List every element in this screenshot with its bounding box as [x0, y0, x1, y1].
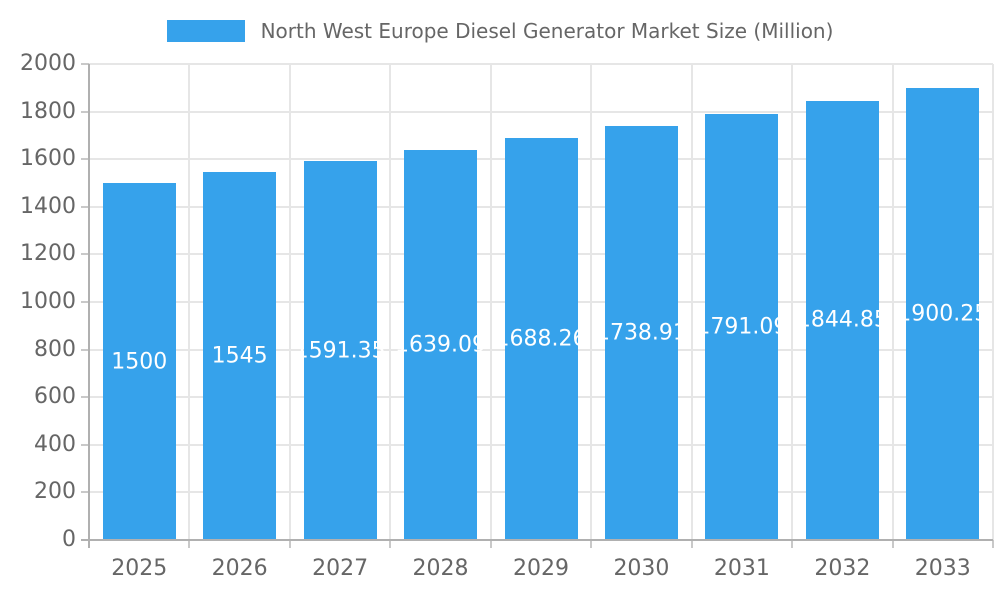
x-axis-tick: [590, 540, 593, 548]
x-axis-tick: [489, 540, 492, 548]
y-axis-tick: [81, 301, 89, 303]
bar-value-label: 1688.26: [495, 326, 587, 352]
x-axis-tick: [288, 540, 291, 548]
x-gridline: [690, 64, 693, 540]
x-axis-tick-label: 2031: [713, 556, 770, 581]
y-axis-tick: [81, 443, 89, 446]
y-axis-tick-label: 1400: [20, 193, 76, 219]
y-axis-tick: [81, 491, 89, 494]
bar-value-label: 1900.25: [897, 301, 989, 327]
y-gridline: [89, 110, 993, 113]
y-axis-tick-label: 600: [34, 384, 76, 410]
legend[interactable]: North West Europe Diesel Generator Marke…: [0, 16, 1000, 46]
bar-2029[interactable]: [504, 138, 578, 539]
y-axis-tick: [81, 253, 89, 256]
x-axis-tick: [188, 540, 191, 548]
x-axis-tick: [891, 540, 894, 548]
y-axis-tick: [81, 110, 89, 113]
x-gridline: [590, 64, 593, 540]
x-gridline: [389, 64, 392, 540]
x-axis-tick-label: 2032: [814, 556, 871, 581]
y-axis-tick: [81, 348, 89, 351]
legend-label: North West Europe Diesel Generator Marke…: [260, 19, 834, 43]
bar-2028[interactable]: [404, 149, 478, 539]
bar-value-label: 1791.09: [696, 314, 788, 340]
x-axis-tick-label: 2033: [914, 556, 971, 581]
y-axis-tick-label: 0: [62, 527, 76, 552]
bar-value-label: 1591.35: [294, 338, 386, 364]
y-axis-tick-label: 2000: [20, 51, 76, 76]
x-axis-tick-label: 2026: [211, 556, 268, 581]
x-axis-tick-label: 2028: [412, 556, 469, 581]
y-axis-tick-label: 1200: [20, 241, 76, 267]
y-axis-tick-label: 1800: [20, 98, 76, 124]
y-axis-tick-label: 1000: [20, 289, 76, 314]
x-axis-tick: [992, 540, 994, 548]
x-axis-line: [81, 539, 993, 541]
y-axis-tick-label: 400: [34, 431, 76, 457]
x-axis-tick: [389, 540, 392, 548]
x-gridline: [992, 64, 994, 540]
x-axis-tick: [690, 540, 693, 548]
bar-value-label: 1545: [211, 343, 268, 369]
y-axis-tick-label: 200: [34, 479, 76, 505]
bar-2026[interactable]: [203, 172, 277, 539]
y-axis-tick: [81, 396, 89, 399]
x-gridline: [791, 64, 794, 540]
bar-2031[interactable]: [705, 113, 779, 539]
x-gridline: [489, 64, 492, 540]
bar-2032[interactable]: [805, 100, 879, 539]
x-axis-tick: [791, 540, 794, 548]
x-axis-tick-label: 2029: [512, 556, 569, 581]
x-gridline: [188, 64, 191, 540]
bar-2030[interactable]: [604, 126, 678, 539]
bar-value-label: 1639.09: [395, 332, 487, 358]
y-axis-tick: [81, 158, 89, 161]
legend-swatch-icon: [166, 20, 245, 42]
x-axis-tick-label: 2030: [613, 556, 670, 581]
x-gridline: [288, 64, 291, 540]
y-axis-tick-label: 1600: [20, 146, 76, 172]
bar-2025[interactable]: [102, 183, 176, 539]
x-axis-tick-label: 2025: [111, 556, 168, 581]
bar-value-label: 1844.85: [796, 307, 888, 333]
y-gridline: [89, 63, 993, 65]
y-axis-tick-label: 800: [34, 336, 76, 362]
y-axis-tick: [81, 63, 89, 65]
y-axis-line: [88, 64, 90, 548]
x-axis-tick-label: 2027: [312, 556, 369, 581]
bar-2033[interactable]: [906, 87, 980, 539]
bar-value-label: 1500: [111, 349, 168, 374]
bar-value-label: 1738.91: [595, 320, 687, 346]
y-axis-tick: [81, 205, 89, 208]
bar-2027[interactable]: [303, 161, 377, 539]
x-gridline: [891, 64, 894, 540]
